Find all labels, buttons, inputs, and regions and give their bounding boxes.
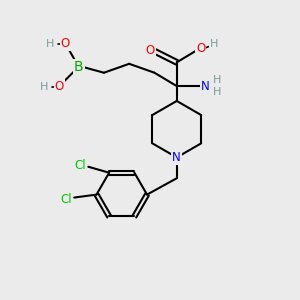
- Text: H: H: [213, 75, 221, 85]
- Text: O: O: [61, 38, 70, 50]
- Text: N: N: [201, 80, 209, 93]
- Text: O: O: [146, 44, 154, 57]
- Text: Cl: Cl: [74, 159, 86, 172]
- Text: H: H: [210, 40, 218, 50]
- Text: N: N: [172, 151, 181, 164]
- Text: O: O: [55, 80, 64, 93]
- Text: B: B: [74, 60, 83, 74]
- Text: H: H: [40, 82, 49, 92]
- Text: H: H: [213, 87, 221, 97]
- Text: Cl: Cl: [60, 194, 72, 206]
- Text: O: O: [196, 42, 205, 56]
- Text: H: H: [46, 39, 55, 49]
